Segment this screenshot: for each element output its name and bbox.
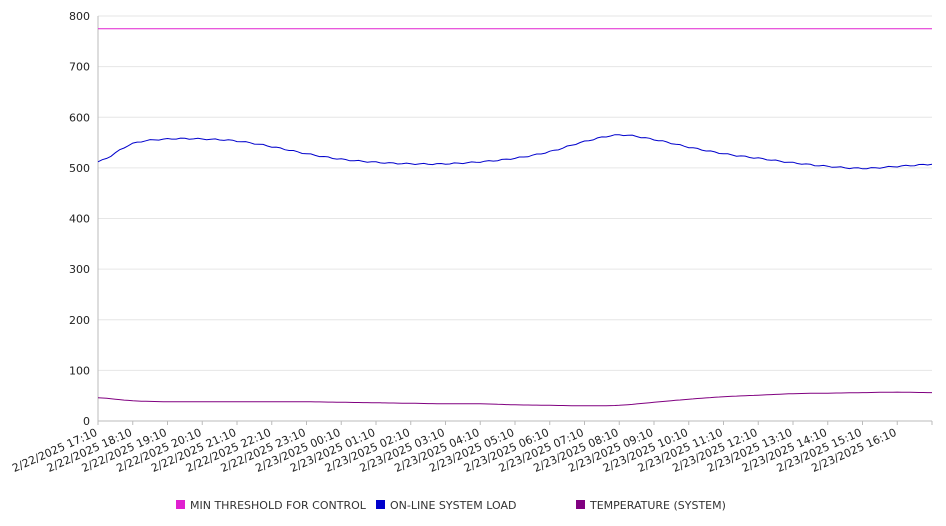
legend-label: ON-LINE SYSTEM LOAD	[390, 499, 516, 512]
y-tick-label: 200	[69, 314, 90, 327]
axes	[97, 16, 933, 425]
legend-label: TEMPERATURE (SYSTEM)	[589, 499, 726, 512]
legend: MIN THRESHOLD FOR CONTROL ON-LINE SYSTEM …	[176, 499, 726, 512]
legend-swatch	[176, 500, 185, 509]
y-tick-label: 700	[69, 61, 90, 74]
legend-swatch	[376, 500, 385, 509]
y-tick-label: 100	[69, 364, 90, 377]
series-line	[97, 134, 933, 170]
y-tick-label: 400	[69, 213, 90, 226]
grid-lines	[98, 15, 932, 371]
series-lines	[97, 28, 933, 407]
series-line	[97, 391, 932, 407]
legend-swatch	[576, 500, 585, 509]
y-tick-label: 800	[69, 10, 90, 23]
y-tick-label: 0	[83, 415, 90, 428]
y-tick-label: 500	[69, 162, 90, 175]
y-tick-label: 300	[69, 263, 90, 276]
legend-label: MIN THRESHOLD FOR CONTROL	[190, 499, 367, 512]
y-tick-labels: 0 100 200 300 400 500 600 700 800	[69, 10, 90, 428]
x-tick-labels: 2/22/2025 17:102/22/2025 18:102/22/2025 …	[10, 426, 898, 475]
y-tick-label: 600	[69, 111, 90, 124]
